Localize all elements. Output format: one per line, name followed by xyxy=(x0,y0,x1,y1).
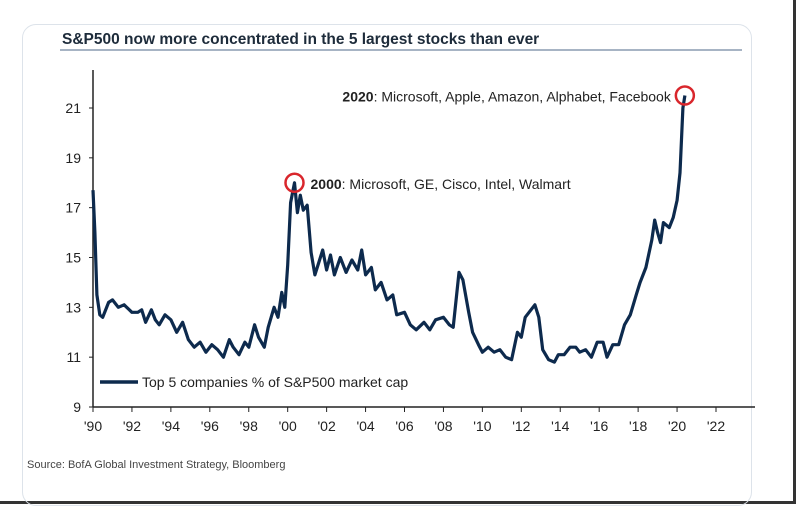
x-tick-label: '14 xyxy=(551,418,569,434)
y-tick-label: 17 xyxy=(65,200,81,216)
highlight-circle xyxy=(284,172,305,193)
x-tick-label: '96 xyxy=(201,418,219,434)
annotation-year: 2000 xyxy=(311,176,342,192)
x-tick-label: '98 xyxy=(240,418,258,434)
x-tick-label: '04 xyxy=(356,418,374,434)
chart-card xyxy=(22,24,752,506)
y-tick-label: 21 xyxy=(65,100,81,116)
y-tick-label: 19 xyxy=(65,150,81,166)
x-tick-label: '22 xyxy=(707,418,725,434)
annotation-label: 2000: Microsoft, GE, Cisco, Intel, Walma… xyxy=(311,176,571,192)
y-tick-label: 11 xyxy=(66,349,81,365)
y-tick-label: 13 xyxy=(65,299,81,315)
x-tick-label: '16 xyxy=(590,418,608,434)
x-tick-label: '12 xyxy=(512,418,530,434)
x-tick-label: '92 xyxy=(123,418,141,434)
x-tick-label: '08 xyxy=(434,418,452,434)
y-tick-label: 15 xyxy=(65,250,81,266)
x-tick-label: '90 xyxy=(84,418,102,434)
x-tick-label: '20 xyxy=(668,418,686,434)
x-tick-label: '06 xyxy=(395,418,413,434)
annotation-year: 2020 xyxy=(342,89,373,105)
highlight-circle xyxy=(674,85,696,106)
legend-label: Top 5 companies % of S&P500 market cap xyxy=(142,374,408,390)
annotation-text: : Microsoft, Apple, Amazon, Alphabet, Fa… xyxy=(374,89,672,105)
x-tick-label: '18 xyxy=(629,418,647,434)
x-tick-label: '10 xyxy=(473,418,491,434)
series-line xyxy=(91,95,687,364)
chart-title: S&P500 now more concentrated in the 5 la… xyxy=(62,31,539,48)
source-note: Source: BofA Global Investment Strategy,… xyxy=(27,459,285,471)
x-tick-label: '02 xyxy=(318,418,336,434)
annotation-text: : Microsoft, GE, Cisco, Intel, Walmart xyxy=(342,176,571,192)
y-tick-label: 9 xyxy=(73,399,81,415)
x-tick-label: '94 xyxy=(162,418,180,434)
x-tick-label: '00 xyxy=(279,418,297,434)
annotation-label: 2020: Microsoft, Apple, Amazon, Alphabet… xyxy=(342,89,671,105)
